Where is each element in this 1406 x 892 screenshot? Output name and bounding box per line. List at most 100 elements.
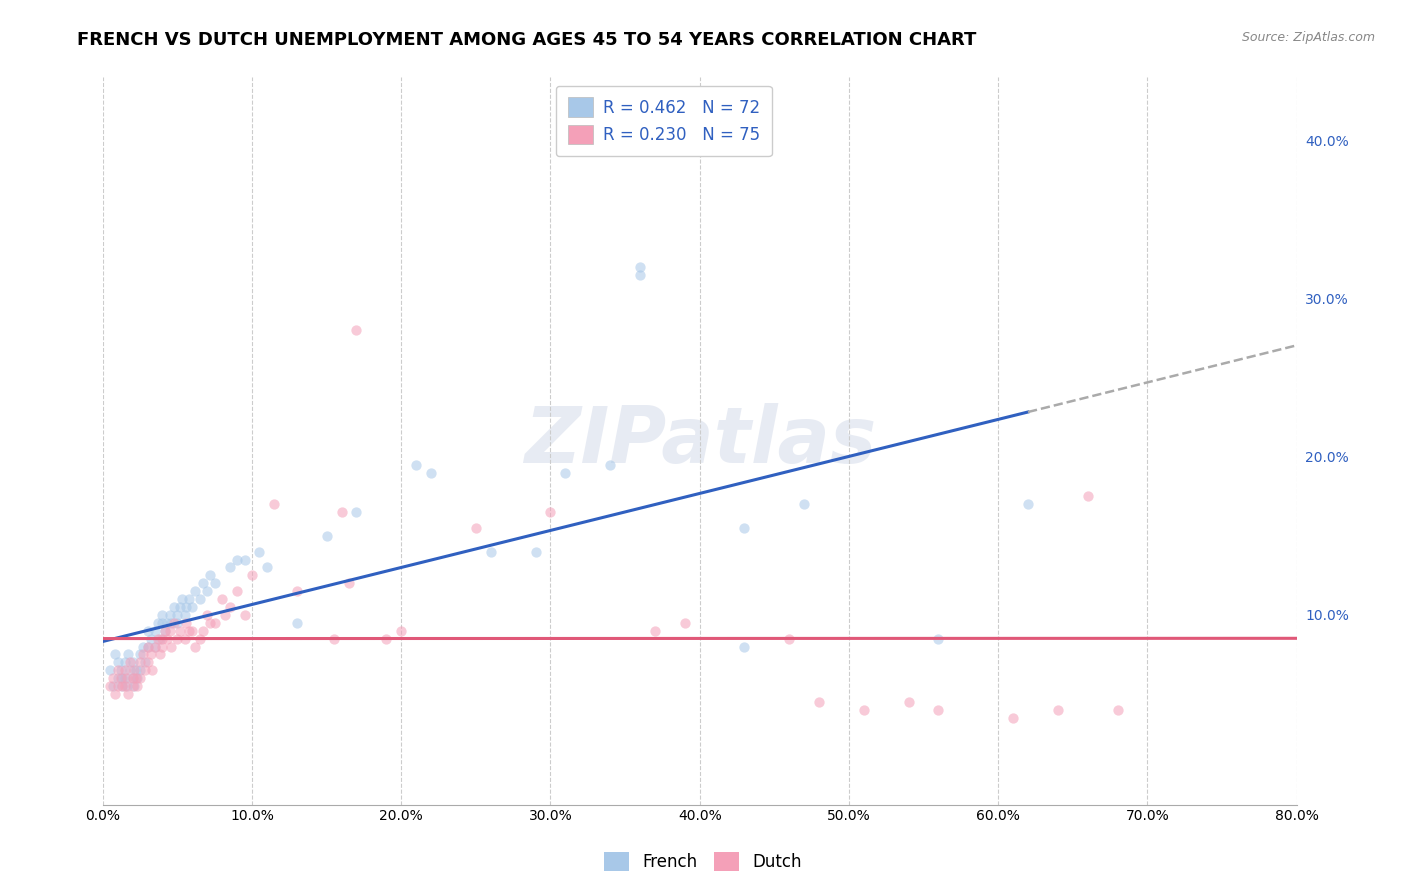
Point	[1017, 497, 1039, 511]
Point	[111, 671, 134, 685]
Point	[420, 466, 443, 480]
Point	[599, 458, 621, 472]
Point	[132, 640, 155, 654]
Point	[163, 600, 186, 615]
Point	[263, 497, 285, 511]
Point	[121, 656, 143, 670]
Point	[778, 632, 800, 646]
Point	[134, 656, 156, 670]
Point	[148, 632, 170, 646]
Point	[127, 679, 149, 693]
Point	[897, 695, 920, 709]
Point	[479, 544, 502, 558]
Point	[169, 600, 191, 615]
Point	[226, 552, 249, 566]
Point	[146, 632, 169, 646]
Point	[114, 671, 136, 685]
Point	[166, 632, 188, 646]
Point	[233, 607, 256, 622]
Point	[554, 466, 576, 480]
Point	[122, 663, 145, 677]
Point	[117, 687, 139, 701]
Point	[1046, 703, 1069, 717]
Point	[129, 656, 152, 670]
Point	[200, 568, 222, 582]
Point	[129, 648, 152, 662]
Point	[852, 703, 875, 717]
Point	[195, 584, 218, 599]
Point	[233, 552, 256, 566]
Point	[124, 671, 146, 685]
Point	[204, 615, 226, 630]
Point	[127, 671, 149, 685]
Point	[152, 607, 174, 622]
Point	[1077, 489, 1099, 503]
Point	[315, 529, 337, 543]
Point	[146, 615, 169, 630]
Point	[628, 268, 651, 282]
Point	[159, 607, 181, 622]
Point	[114, 679, 136, 693]
Point	[166, 607, 188, 622]
Point	[673, 615, 696, 630]
Point	[170, 592, 193, 607]
Point	[163, 615, 186, 630]
Point	[104, 648, 127, 662]
Point	[927, 632, 949, 646]
Point	[628, 260, 651, 274]
Point	[148, 648, 170, 662]
Point	[111, 679, 134, 693]
Point	[129, 671, 152, 685]
Point	[114, 656, 136, 670]
Point	[160, 615, 183, 630]
Point	[136, 656, 159, 670]
Point	[118, 656, 141, 670]
Point	[181, 624, 204, 638]
Point	[240, 568, 263, 582]
Point	[218, 560, 240, 574]
Point	[107, 671, 129, 685]
Point	[226, 584, 249, 599]
Text: FRENCH VS DUTCH UNEMPLOYMENT AMONG AGES 45 TO 54 YEARS CORRELATION CHART: FRENCH VS DUTCH UNEMPLOYMENT AMONG AGES …	[77, 31, 977, 49]
Point	[214, 607, 236, 622]
Point	[155, 624, 177, 638]
Point	[191, 624, 214, 638]
Point	[134, 663, 156, 677]
Point	[188, 592, 211, 607]
Point	[524, 544, 547, 558]
Point	[179, 592, 201, 607]
Point	[733, 521, 755, 535]
Point	[389, 624, 412, 638]
Point	[808, 695, 831, 709]
Point	[118, 663, 141, 677]
Point	[179, 624, 201, 638]
Point	[121, 671, 143, 685]
Point	[104, 687, 127, 701]
Point	[464, 521, 486, 535]
Point	[169, 624, 191, 638]
Point	[927, 703, 949, 717]
Point	[204, 576, 226, 591]
Point	[173, 632, 195, 646]
Point	[285, 615, 308, 630]
Point	[136, 640, 159, 654]
Point	[176, 615, 198, 630]
Point	[114, 663, 136, 677]
Point	[107, 656, 129, 670]
Point	[143, 640, 166, 654]
Point	[1002, 711, 1025, 725]
Point	[132, 648, 155, 662]
Point	[115, 671, 138, 685]
Point	[211, 592, 233, 607]
Point	[141, 663, 163, 677]
Point	[188, 632, 211, 646]
Point	[200, 615, 222, 630]
Point	[121, 679, 143, 693]
Point	[152, 615, 174, 630]
Point	[136, 640, 159, 654]
Point	[155, 624, 177, 638]
Point	[98, 663, 121, 677]
Point	[793, 497, 815, 511]
Point	[156, 615, 179, 630]
Point	[143, 640, 166, 654]
